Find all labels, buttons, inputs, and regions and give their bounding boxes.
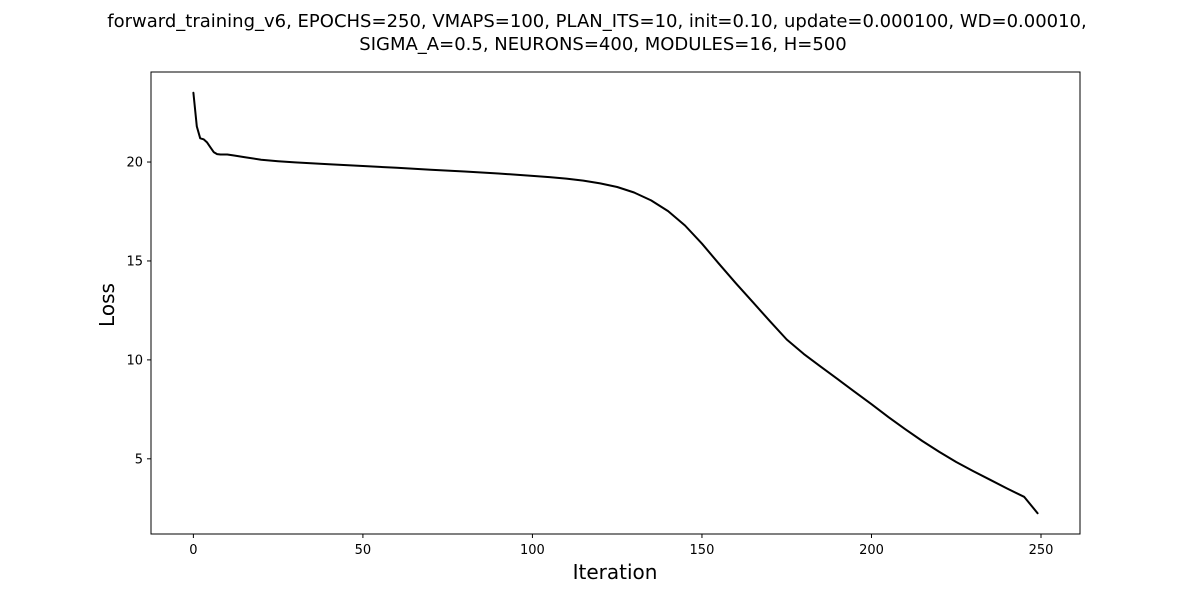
y-tick-label: 15 (126, 254, 143, 269)
x-tick-label: 200 (859, 543, 884, 558)
chart-title-line-1: forward_training_v6, EPOCHS=250, VMAPS=1… (107, 11, 1086, 32)
x-tick-label: 100 (520, 543, 545, 558)
x-tick-label: 0 (189, 543, 197, 558)
plot-frame (150, 71, 1081, 535)
x-tick-label: 150 (690, 543, 715, 558)
y-axis-label: Loss (95, 283, 119, 327)
chart-title-line-2: SIGMA_A=0.5, NEURONS=400, MODULES=16, H=… (359, 34, 846, 55)
x-tick-label: 250 (1029, 543, 1054, 558)
x-axis-label: Iteration (573, 560, 658, 584)
y-tick-label: 20 (126, 156, 143, 171)
y-tick-label: 10 (126, 353, 143, 368)
x-tick-label: 50 (355, 543, 372, 558)
y-tick-label: 5 (135, 452, 143, 467)
loss-series-line (192, 91, 1039, 515)
